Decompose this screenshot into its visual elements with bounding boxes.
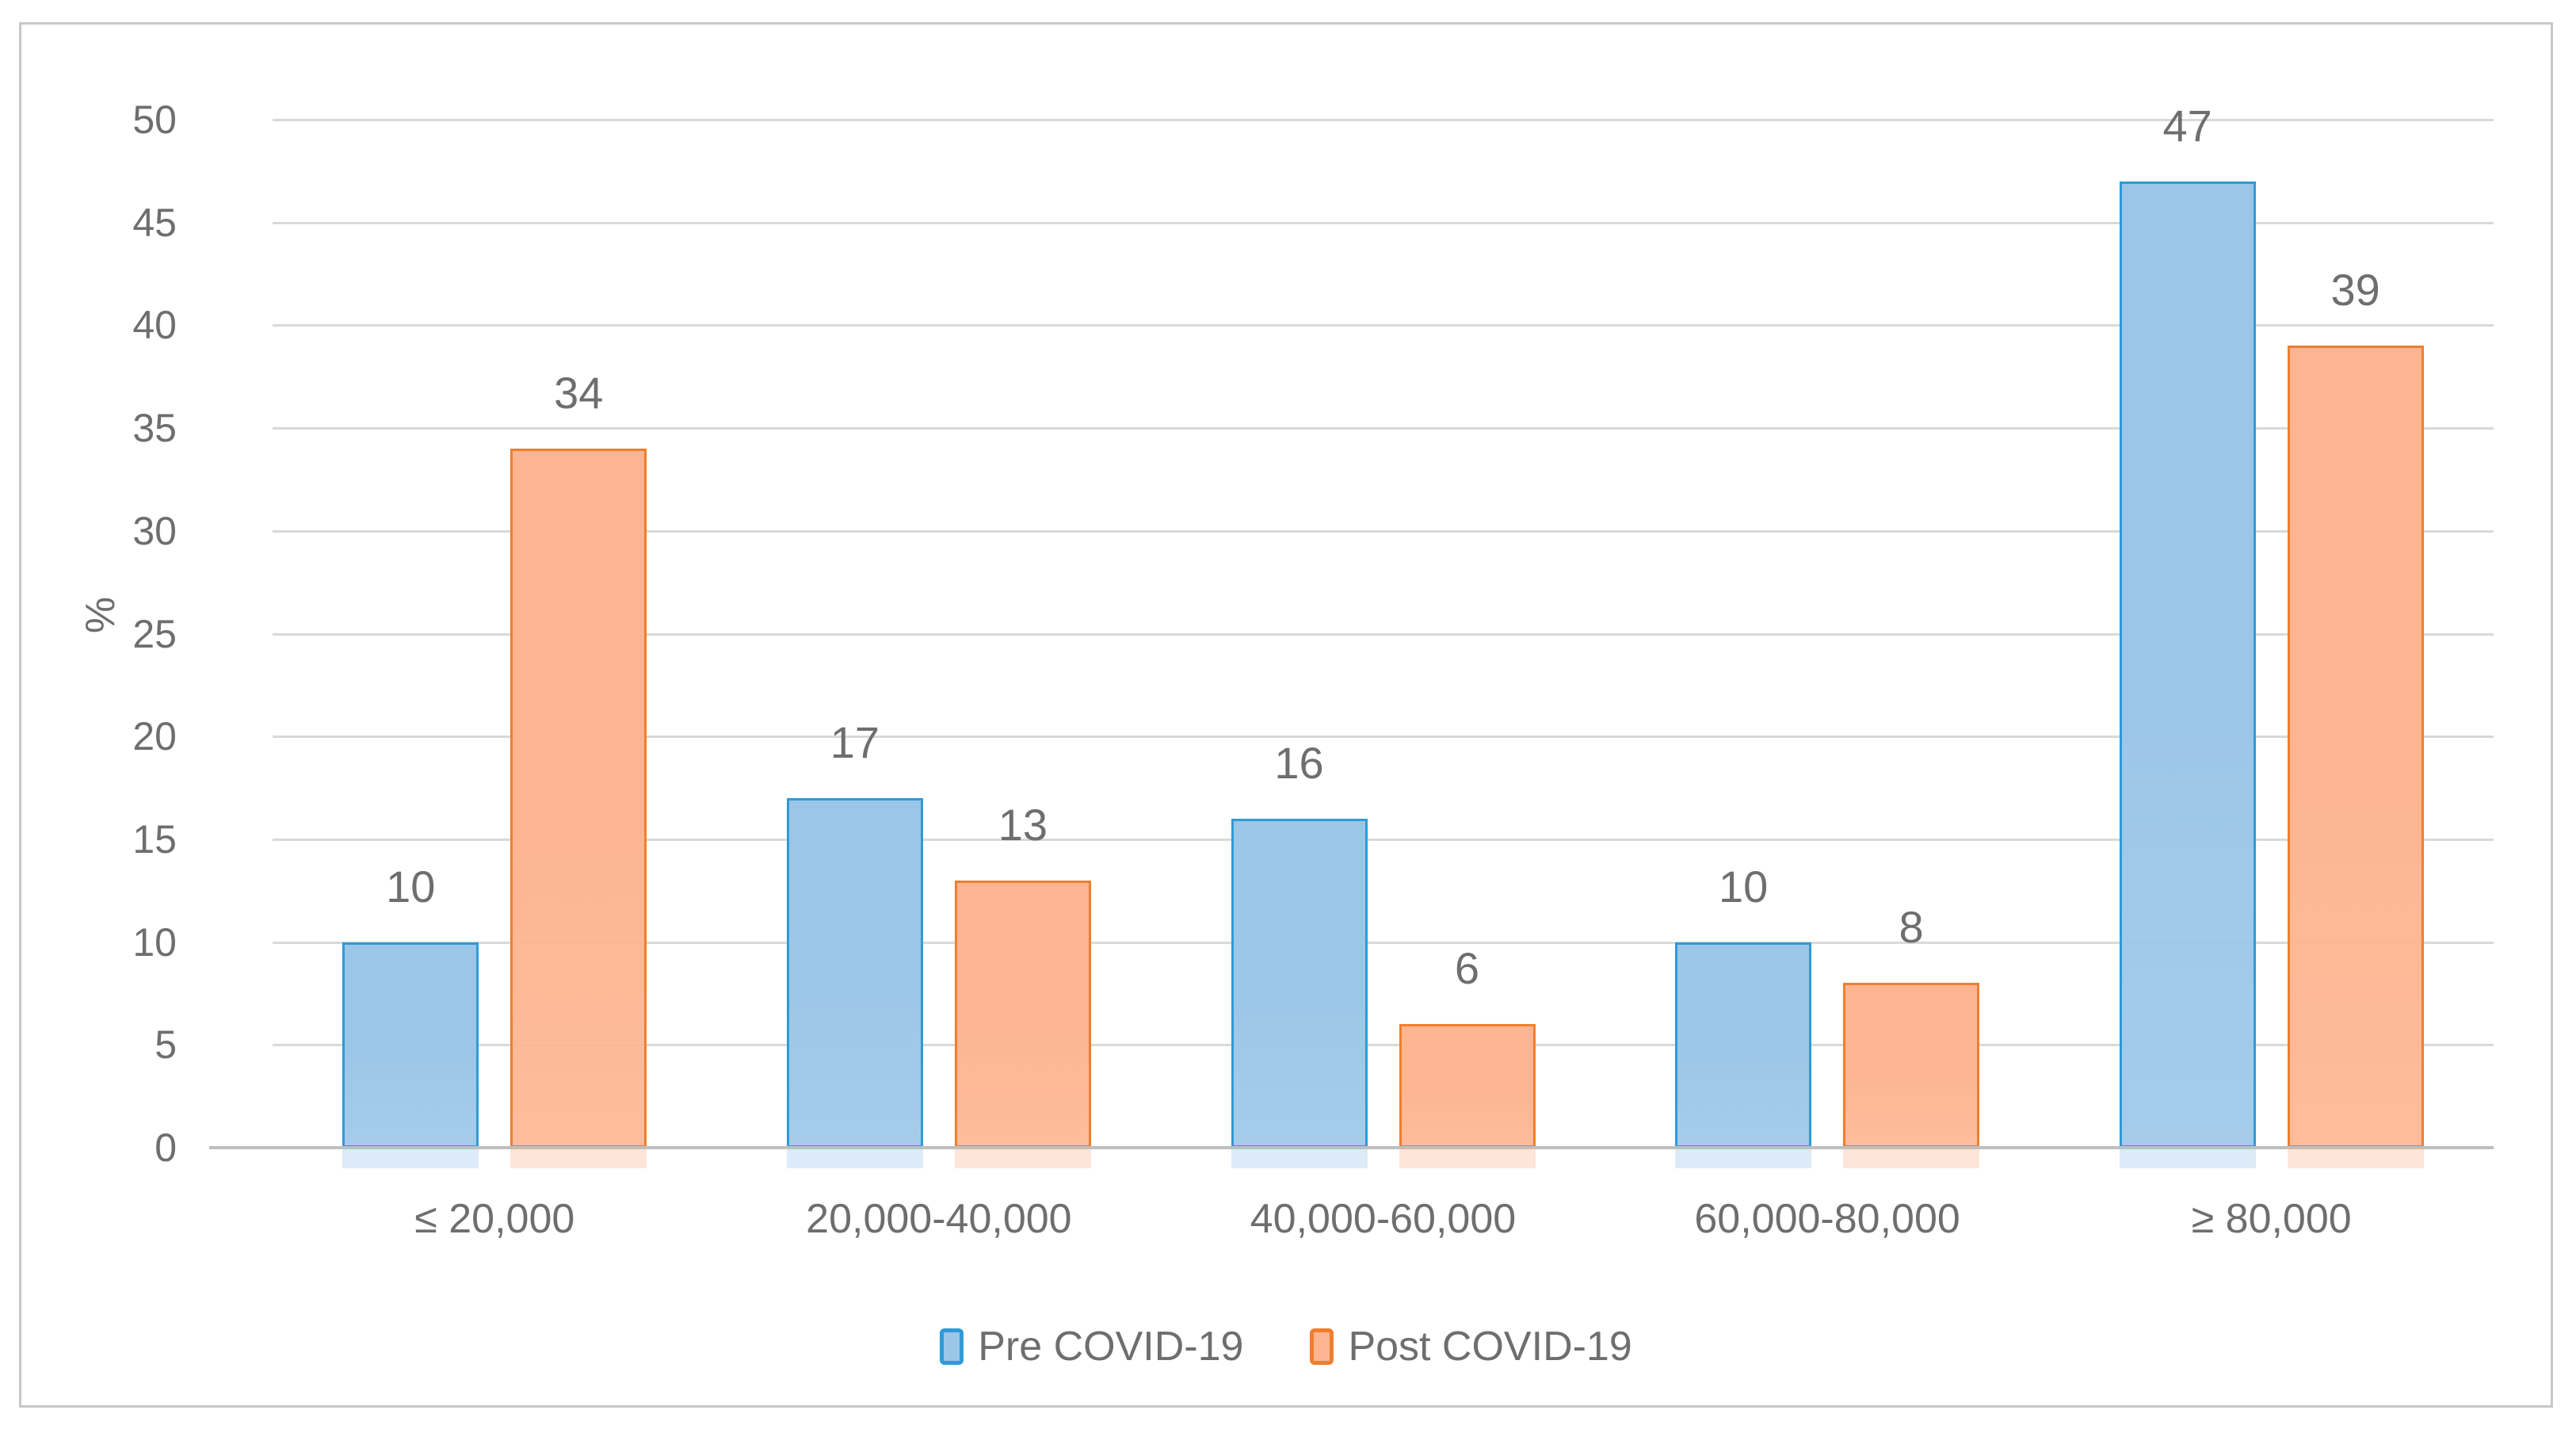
gridline-10 [273, 941, 2494, 944]
y-tick-label-50: 50 [132, 97, 177, 142]
y-tick-label-30: 30 [132, 508, 177, 553]
y-tick-label-25: 25 [132, 611, 177, 656]
bar-reflection [1399, 1149, 1536, 1168]
y-tick-label-5: 5 [155, 1022, 177, 1068]
plot-area: 10 34 17 13 16 6 10 8 47 39 [273, 101, 2494, 1168]
chart-frame: % 10 34 17 13 16 6 10 8 47 39 0 5 10 15 20 25 30 35 40 45 5… [19, 22, 2553, 1408]
x-axis-category-label-4: 60,000-80,000 [1694, 1196, 1960, 1242]
bar-pre-covid-19-2 [786, 798, 923, 1148]
bar-reflection [510, 1149, 647, 1168]
bar-post-covid-19-5 [2287, 346, 2424, 1148]
bar-value-label: 34 [554, 368, 604, 418]
bar-post-covid-19-2 [954, 880, 1091, 1148]
legend: Pre COVID-19 Post COVID-19 [21, 1315, 2551, 1378]
x-axis-category-label-3: 40,000-60,000 [1250, 1196, 1517, 1242]
bar-value-label: 16 [1274, 737, 1324, 788]
y-tick-label-10: 10 [132, 919, 177, 965]
post-covid-19-swatch-icon [1310, 1328, 1334, 1365]
gridline-35 [273, 427, 2494, 430]
gridline-5 [273, 1044, 2494, 1047]
bar-post-covid-19-3 [1399, 1024, 1536, 1148]
x-axis-category-label-2: 20,000-40,000 [806, 1196, 1072, 1242]
x-axis-category-label-5: ≥ 80,000 [2191, 1196, 2352, 1242]
y-tick-label-40: 40 [132, 303, 177, 348]
legend-item-pre-covid-19: Pre COVID-19 [940, 1323, 1243, 1370]
bar-value-label: 10 [386, 861, 436, 911]
bar-value-label: 17 [830, 717, 880, 768]
pre-covid-19-swatch-icon [940, 1328, 964, 1365]
bar-pre-covid-19-4 [1675, 942, 1812, 1148]
bar-value-label: 8 [1899, 902, 1924, 953]
gridline-50 [273, 119, 2494, 121]
bar-value-label: 47 [2162, 100, 2212, 151]
legend-item-post-covid-19: Post COVID-19 [1310, 1323, 1632, 1370]
legend-label: Post COVID-19 [1348, 1324, 1632, 1370]
y-tick-label-15: 15 [132, 816, 177, 862]
y-tick-label-20: 20 [132, 714, 177, 759]
gridline-20 [273, 736, 2494, 739]
x-axis-line [209, 1146, 2494, 1149]
bar-value-label: 6 [1454, 943, 1480, 994]
bar-reflection [786, 1149, 923, 1168]
bar-value-label: 13 [998, 799, 1048, 850]
bar-reflection [1675, 1149, 1812, 1168]
bar-value-label: 39 [2330, 265, 2380, 315]
bar-pre-covid-19-3 [1231, 818, 1368, 1148]
gridline-25 [273, 632, 2494, 636]
gridline-15 [273, 838, 2494, 841]
bar-reflection [1843, 1149, 1980, 1168]
y-tick-label-35: 35 [132, 406, 177, 451]
x-axis-category-label-1: ≤ 20,000 [414, 1196, 575, 1242]
bar-reflection [2119, 1149, 2256, 1168]
bar-reflection [2287, 1149, 2424, 1168]
y-tick-label-45: 45 [132, 200, 177, 245]
bar-post-covid-19-1 [510, 449, 647, 1148]
bar-reflection [954, 1149, 1091, 1168]
gridline-40 [273, 324, 2494, 327]
bar-reflection [342, 1149, 479, 1168]
y-tick-label-0: 0 [155, 1125, 177, 1170]
bar-pre-covid-19-5 [2119, 181, 2256, 1148]
legend-label: Pre COVID-19 [978, 1324, 1244, 1370]
bar-value-label: 10 [1718, 861, 1769, 911]
gridline-30 [273, 529, 2494, 533]
bar-pre-covid-19-1 [342, 942, 479, 1148]
gridline-45 [273, 221, 2494, 224]
bar-post-covid-19-4 [1843, 983, 1980, 1148]
bar-reflection [1231, 1149, 1368, 1168]
